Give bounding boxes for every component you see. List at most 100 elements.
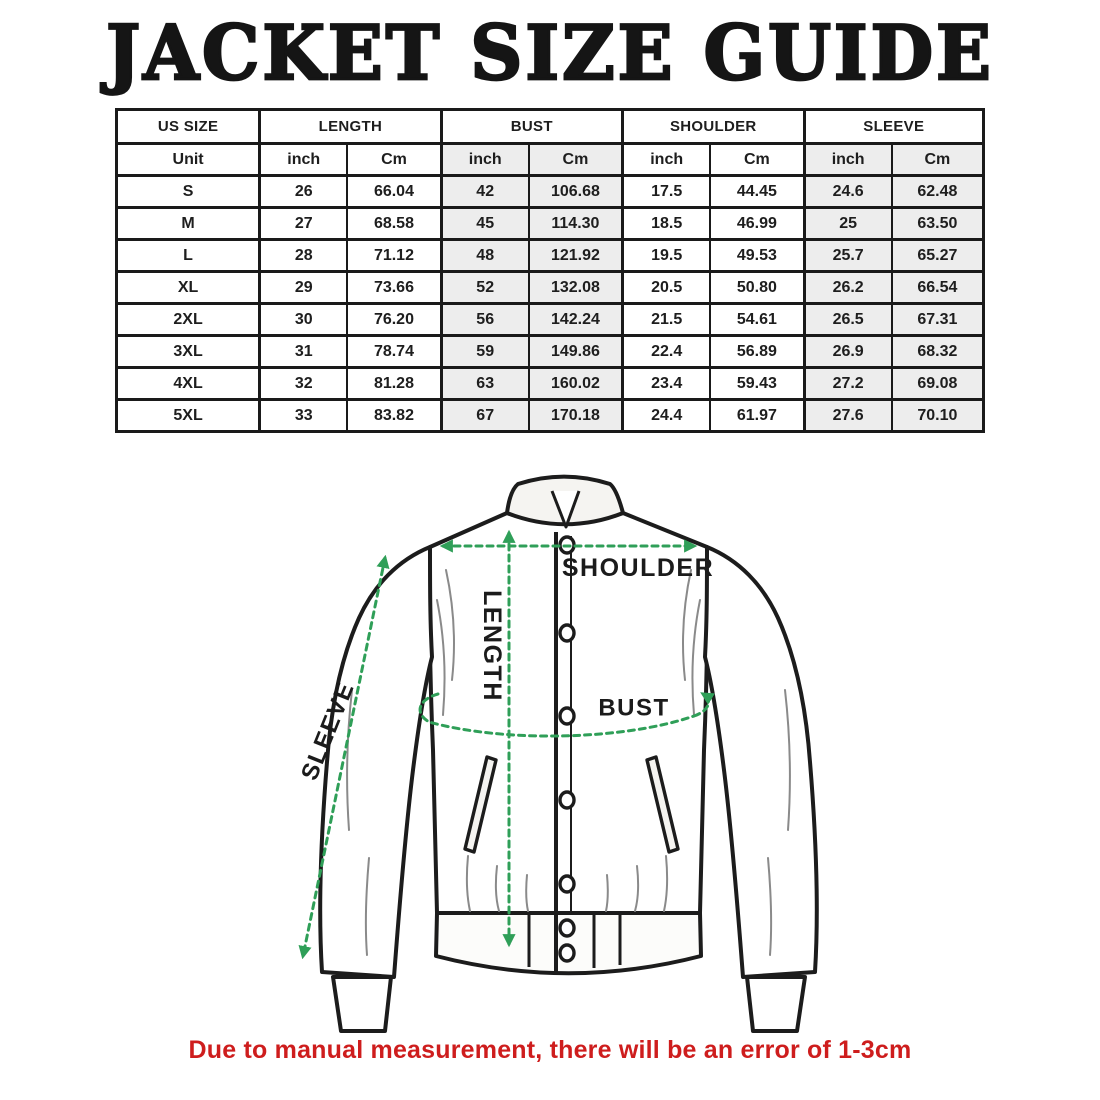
measurement-disclaimer: Due to manual measurement, there will be… — [188, 1036, 912, 1064]
table-cell: 25 — [802, 206, 893, 241]
jacket-measurement-diagram: SHOULDER LENGTH BUST SLEEVE — [296, 474, 819, 1033]
table-cell: 24.6 — [802, 174, 893, 209]
table-cell: 33 — [258, 398, 349, 433]
sleeve-measure-arrow — [298, 554, 390, 960]
table-cell: 83.82 — [346, 398, 443, 433]
size-row: L 28 71.12 48 121.92 19.5 49.53 25.7 65.27 — [115, 238, 985, 273]
table-cell: 44.45 — [709, 174, 806, 209]
table-cell: 5XL — [115, 398, 261, 433]
table-cell: 19.5 — [621, 238, 712, 273]
table-cell: 18.5 — [621, 206, 712, 241]
table-cell: 17.5 — [621, 174, 712, 209]
page-title: JACKET SIZE GUIDE — [105, 7, 994, 98]
table-cell: 67 — [439, 398, 530, 433]
table-cell: 69.08 — [890, 366, 985, 401]
table-cell: 22.4 — [621, 334, 712, 369]
table-cell: 68.32 — [890, 334, 985, 369]
table-cell: 132.08 — [527, 270, 624, 305]
unit-row: Unit inch Cm inch Cm inch Cm inch Cm — [115, 142, 985, 177]
length-label: LENGTH — [478, 590, 506, 702]
table-cell: 48 — [439, 238, 530, 273]
left-pocket — [463, 755, 498, 854]
column-group-header: BUST — [439, 108, 624, 145]
table-cell: 59 — [439, 334, 530, 369]
table-cell: 78.74 — [346, 334, 443, 369]
size-table: US SIZE LENGTH BUST SHOULDER SLEEVE Unit inch C… — [115, 108, 985, 433]
table-cell: 24.4 — [621, 398, 712, 433]
table-cell: 65.27 — [890, 238, 985, 273]
jacket-left-sleeve — [318, 545, 434, 979]
table-cell: Cm — [527, 142, 624, 177]
table-cell: 52 — [439, 270, 530, 305]
waistband-segments — [527, 913, 622, 968]
table-cell: XL — [115, 270, 261, 305]
size-row: 4XL 32 81.28 63 160.02 23.4 59.43 27.2 69.08 — [115, 366, 985, 401]
column-group-header: LENGTH — [258, 108, 443, 145]
table-cell: 66.04 — [346, 174, 443, 209]
size-table-body: US SIZE LENGTH BUST SHOULDER SLEEVE Unit inch C… — [115, 108, 985, 433]
table-cell: 54.61 — [709, 302, 806, 337]
table-cell: 63 — [439, 366, 530, 401]
table-cell: 27.2 — [802, 366, 893, 401]
table-cell: 160.02 — [527, 366, 624, 401]
size-row: M 27 68.58 45 114.30 18.5 46.99 25 63.50 — [115, 206, 985, 241]
table-cell: 61.97 — [709, 398, 806, 433]
table-cell: inch — [802, 142, 893, 177]
table-cell: 170.18 — [527, 398, 624, 433]
table-cell: inch — [439, 142, 530, 177]
size-row: 3XL 31 78.74 59 149.86 22.4 56.89 26.9 68.32 — [115, 334, 985, 369]
table-cell: 30 — [258, 302, 349, 337]
table-cell: Cm — [709, 142, 806, 177]
table-cell: 81.28 — [346, 366, 443, 401]
right-pocket — [645, 755, 680, 854]
table-cell: 59.43 — [709, 366, 806, 401]
table-cell: 76.20 — [346, 302, 443, 337]
table-cell: 23.4 — [621, 366, 712, 401]
table-cell: 142.24 — [527, 302, 624, 337]
table-cell: 67.31 — [890, 302, 985, 337]
jacket-right-sleeve — [703, 545, 819, 979]
bust-measure-tape — [418, 692, 696, 738]
table-cell: 29 — [258, 270, 349, 305]
column-group-header: SHOULDER — [621, 108, 806, 145]
table-cell: 106.68 — [527, 174, 624, 209]
table-cell: 20.5 — [621, 270, 712, 305]
table-cell: 2XL — [115, 302, 261, 337]
table-cell: 26.5 — [802, 302, 893, 337]
table-cell: 149.86 — [527, 334, 624, 369]
size-row: S 26 66.04 42 106.68 17.5 44.45 24.6 62.48 — [115, 174, 985, 209]
table-cell: 42 — [439, 174, 530, 209]
collar-notch — [550, 490, 581, 529]
table-cell: 114.30 — [527, 206, 624, 241]
table-cell: inch — [621, 142, 712, 177]
table-cell: 56 — [439, 302, 530, 337]
column-group-header: SLEEVE — [802, 108, 985, 145]
table-cell: Unit — [115, 142, 261, 177]
table-cell: 27 — [258, 206, 349, 241]
table-cell: L — [115, 238, 261, 273]
table-cell: 31 — [258, 334, 349, 369]
table-cell: 27.6 — [802, 398, 893, 433]
shoulder-label: SHOULDER — [562, 554, 714, 582]
jacket-right-cuff — [745, 975, 807, 1033]
table-cell: inch — [258, 142, 349, 177]
table-cell: 71.12 — [346, 238, 443, 273]
table-cell: S — [115, 174, 261, 209]
table-cell: 45 — [439, 206, 530, 241]
table-cell: 46.99 — [709, 206, 806, 241]
table-cell: 121.92 — [527, 238, 624, 273]
bust-measure-tape-end — [692, 692, 715, 718]
size-row: XL 29 73.66 52 132.08 20.5 50.80 26.2 66.54 — [115, 270, 985, 305]
table-cell: 25.7 — [802, 238, 893, 273]
table-cell: 21.5 — [621, 302, 712, 337]
jacket-left-cuff — [331, 975, 393, 1033]
table-cell: 66.54 — [890, 270, 985, 305]
table-cell: 68.58 — [346, 206, 443, 241]
bust-label: BUST — [598, 695, 669, 722]
table-cell: Cm — [890, 142, 985, 177]
size-row: 2XL 30 76.20 56 142.24 21.5 54.61 26.5 67.31 — [115, 302, 985, 337]
table-cell: 49.53 — [709, 238, 806, 273]
table-cell: 50.80 — [709, 270, 806, 305]
table-cell: 26.9 — [802, 334, 893, 369]
size-row: 5XL 33 83.82 67 170.18 24.4 61.97 27.6 70.10 — [115, 398, 985, 433]
